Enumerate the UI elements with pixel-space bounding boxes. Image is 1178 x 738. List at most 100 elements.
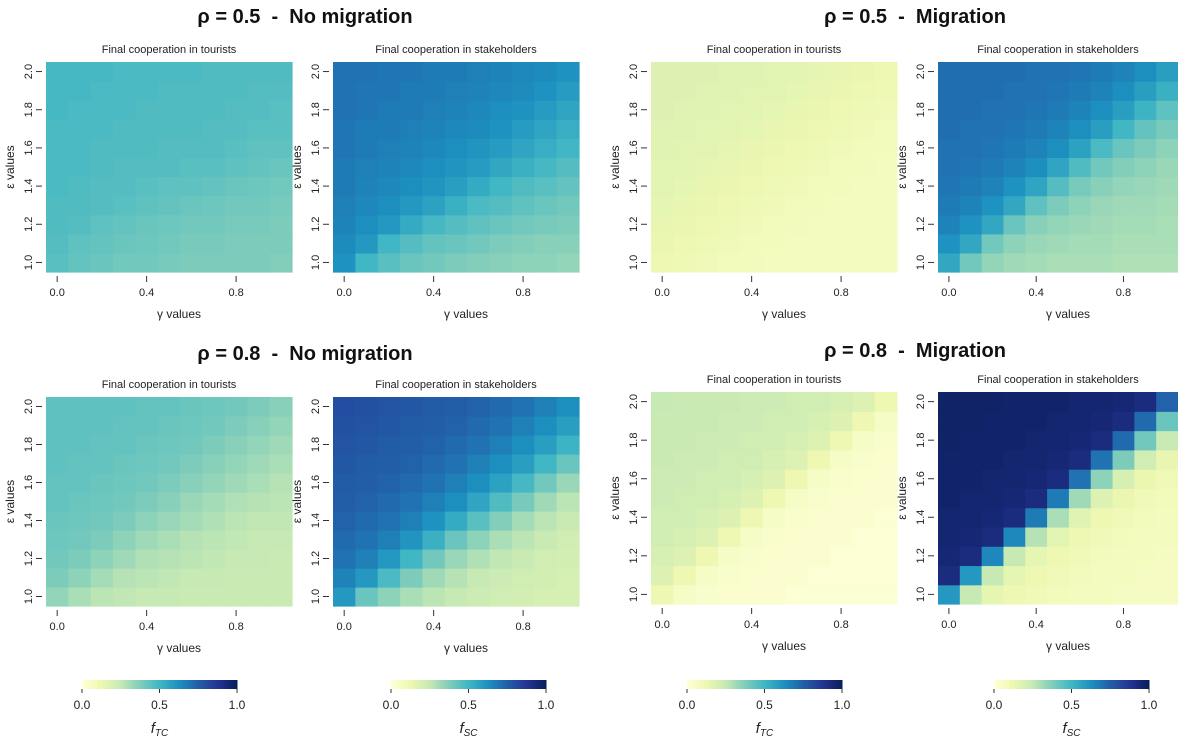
- heatmap-cell: [511, 549, 535, 569]
- heatmap-cell: [1003, 157, 1026, 178]
- heatmap-cell: [157, 138, 181, 159]
- heatmap-cell: [1112, 392, 1135, 412]
- colorbar-label: fSC: [459, 720, 478, 738]
- heatmap-cell: [852, 252, 876, 273]
- colorbar-segment: [787, 680, 791, 689]
- colorbar-segment: [723, 680, 727, 689]
- heatmap-cell: [1134, 584, 1157, 605]
- heatmap-cell: [113, 454, 137, 474]
- heatmap-panel-7: [651, 392, 898, 605]
- heatmap-cell: [90, 100, 114, 120]
- colorbar-segment: [1125, 680, 1129, 689]
- heatmap-cell: [377, 233, 401, 254]
- heatmap-cell: [673, 565, 697, 586]
- colorbar-segment: [515, 680, 519, 689]
- heatmap-cell: [1156, 195, 1178, 216]
- heatmap-cell: [113, 511, 137, 531]
- heatmap-cell: [1068, 119, 1092, 139]
- heatmap-cell: [202, 397, 226, 417]
- colorbar-segment: [780, 680, 784, 689]
- heatmap-cell: [673, 584, 697, 605]
- heatmap-cell: [673, 526, 697, 547]
- heatmap-cell: [377, 511, 401, 531]
- heatmap-cell: [489, 473, 513, 493]
- colorbar-segment: [465, 680, 469, 689]
- heatmap-cell: [135, 435, 159, 455]
- colorbar-segment: [1118, 680, 1122, 689]
- heatmap-cell: [981, 546, 1005, 567]
- heatmap-cell: [444, 416, 468, 436]
- heatmap-cell: [467, 62, 491, 82]
- y-tick-label: 1.4: [628, 178, 640, 193]
- heatmap-cell: [1068, 584, 1092, 605]
- heatmap-cell: [247, 568, 271, 588]
- colorbar-segment: [1141, 680, 1145, 689]
- colorbar-segment: [839, 680, 843, 689]
- x-tick-label: 0.0: [50, 287, 65, 299]
- heatmap-cell: [113, 157, 137, 178]
- heatmap-cell: [1068, 81, 1092, 101]
- colorbar-segment: [730, 680, 734, 689]
- colorbar-segment: [535, 680, 539, 689]
- colorbar-segment: [818, 680, 822, 689]
- heatmap-cell: [534, 587, 558, 607]
- heatmap-cell: [247, 157, 271, 178]
- heatmap-cell: [762, 252, 786, 273]
- heatmap-cell: [1047, 488, 1070, 509]
- heatmap-cell: [938, 100, 961, 120]
- heatmap-cell: [467, 568, 491, 588]
- heatmap-cell: [1003, 526, 1026, 547]
- panel-title: Final cooperation in stakeholders: [977, 44, 1139, 56]
- heatmap-cell: [68, 511, 92, 531]
- colorbar-segment: [1092, 680, 1096, 689]
- heatmap-cell: [1047, 411, 1070, 432]
- heatmap-cell: [113, 138, 137, 159]
- heatmap-cell: [90, 62, 114, 82]
- heatmap-cell: [355, 176, 379, 197]
- colorbar-segment: [522, 680, 526, 689]
- colorbar-tick-label: 1.0: [1141, 698, 1158, 712]
- heatmap-cell: [46, 416, 69, 436]
- heatmap-cell: [1025, 157, 1048, 178]
- heatmap-cell: [422, 157, 446, 178]
- y-tick-label: 1.8: [628, 102, 640, 117]
- x-tick-label: 0.0: [337, 621, 352, 633]
- heatmap-cell: [1025, 233, 1048, 254]
- colorbar-segment: [1045, 680, 1049, 689]
- heatmap-cell: [874, 546, 898, 567]
- heatmap-cell: [874, 488, 898, 509]
- colorbar-segment: [1040, 680, 1044, 689]
- colorbar-4: [994, 680, 1150, 689]
- heatmap-cell: [333, 416, 356, 436]
- heatmap-cell: [651, 176, 674, 197]
- heatmap-cell: [400, 176, 424, 197]
- colorbar-segment: [231, 680, 235, 689]
- y-tick-label: 2.0: [310, 64, 322, 79]
- colorbar-segment: [146, 680, 150, 689]
- heatmap-cell: [180, 62, 204, 82]
- heatmap-cell: [534, 81, 558, 101]
- colorbar-segment: [84, 680, 88, 689]
- colorbar-segment: [1123, 680, 1127, 689]
- heatmap-cell: [1090, 157, 1114, 178]
- heatmap-cell: [269, 397, 293, 417]
- heatmap-cell: [1156, 81, 1178, 101]
- colorbar-segment: [125, 680, 129, 689]
- colorbar-segment: [1068, 680, 1072, 689]
- heatmap-cell: [718, 411, 742, 432]
- heatmap-cell: [1025, 449, 1048, 470]
- heatmap-cell: [740, 565, 764, 586]
- colorbar-segment: [1099, 680, 1103, 689]
- heatmap-cell: [333, 176, 356, 197]
- heatmap-cell: [333, 62, 356, 82]
- heatmap-cell: [1025, 138, 1048, 159]
- heatmap-cell: [981, 214, 1005, 235]
- colorbar-segment: [725, 680, 729, 689]
- y-tick-label: 1.0: [310, 589, 322, 604]
- y-tick-label: 1.8: [310, 437, 322, 452]
- heatmap-cell: [1134, 252, 1157, 273]
- heatmap-cell: [1156, 62, 1178, 82]
- heatmap-cell: [534, 492, 558, 512]
- colorbar-segment: [1120, 680, 1124, 689]
- heatmap-cell: [695, 100, 719, 120]
